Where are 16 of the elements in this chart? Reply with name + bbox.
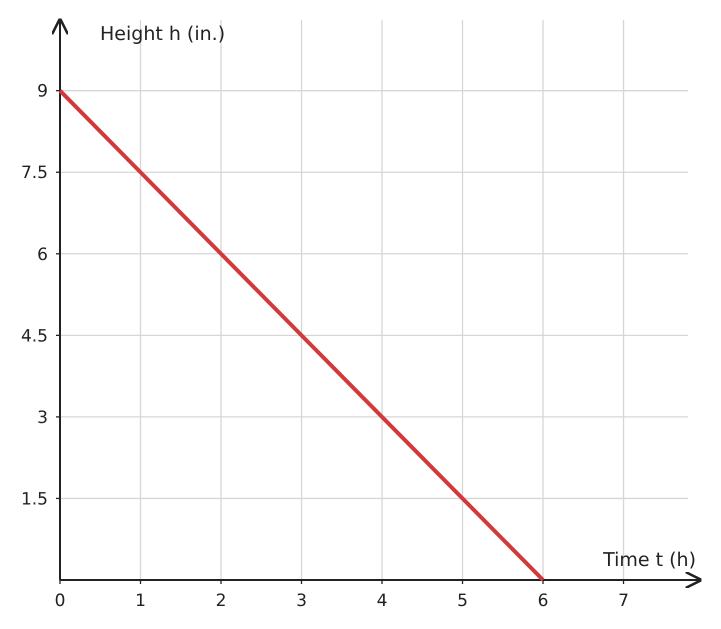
x-tick-label: 5 xyxy=(457,591,468,611)
y-tick-label: 1.5 xyxy=(20,489,48,510)
y-tick-label: 3 xyxy=(37,408,48,428)
y-tick-label: 9 xyxy=(37,82,48,102)
x-tick-label: 6 xyxy=(538,591,548,611)
x-tick-label: 4 xyxy=(376,591,388,611)
y-axis-title: Height h (in.) xyxy=(100,23,226,45)
x-tick-label: 2 xyxy=(216,591,226,611)
y-tick-label: 4.5 xyxy=(20,326,48,346)
x-tick-label: 3 xyxy=(296,591,307,611)
y-tick-label: 6 xyxy=(37,244,48,265)
x-tick-label: 0 xyxy=(54,591,66,611)
y-tick-label: 7.5 xyxy=(20,163,48,184)
x-axis-title: Time t (h) xyxy=(602,549,696,571)
x-tick-label: 7 xyxy=(618,591,629,611)
x-tick-label: 1 xyxy=(135,591,146,611)
